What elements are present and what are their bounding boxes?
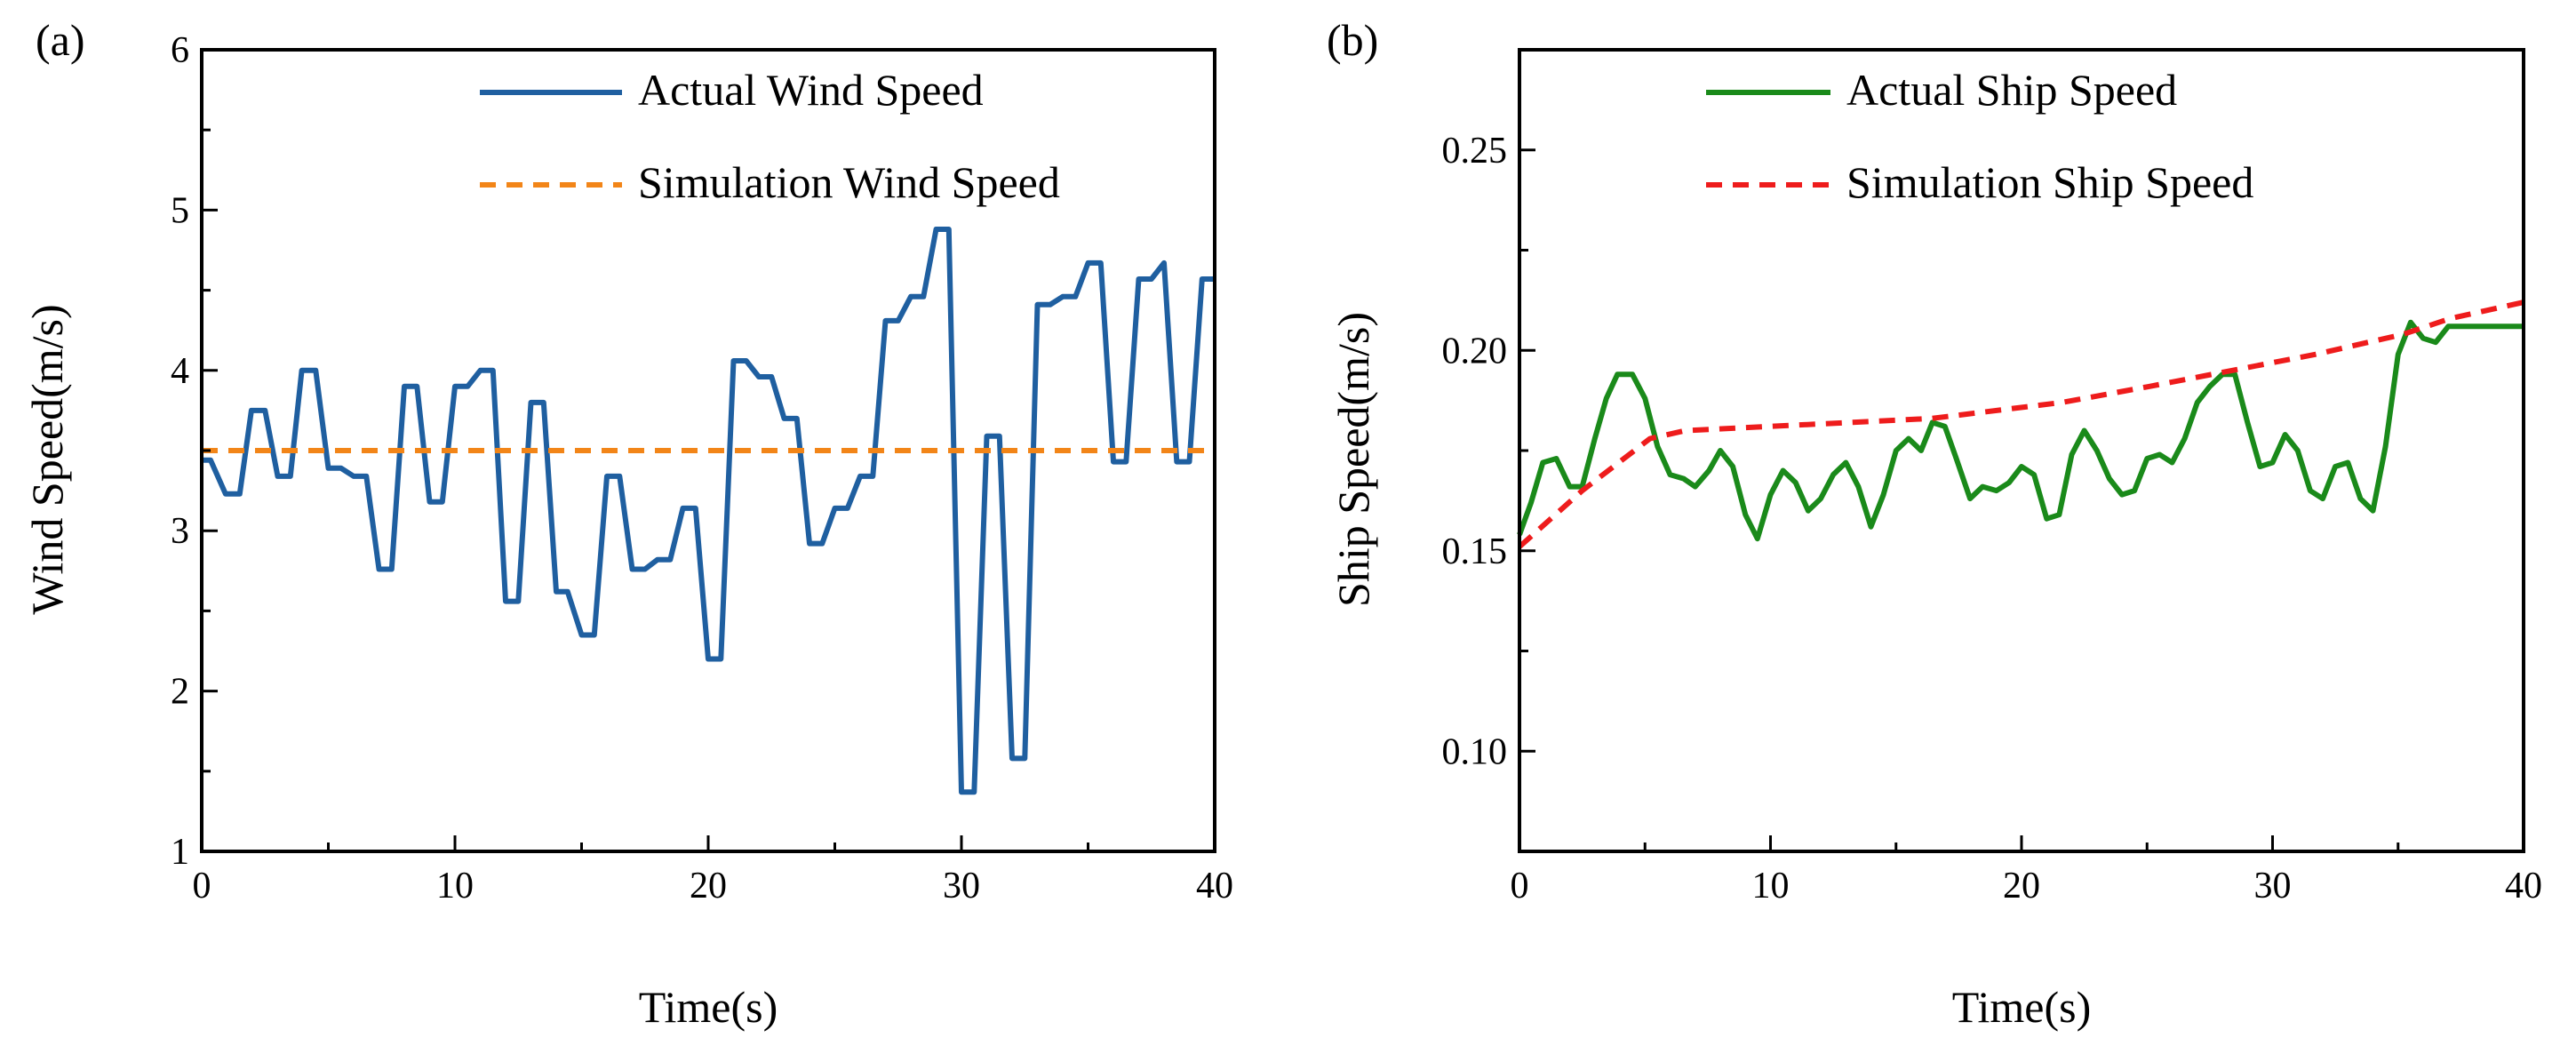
y-tick-label: 2 [171,672,189,713]
x-tick-label: 10 [436,866,474,906]
series-line-actual-wind-speed [202,227,1215,795]
panel-label: (b) [1327,15,1378,65]
series-line-actual-ship-speed [1517,319,2524,542]
y-tick-label: 6 [171,30,189,71]
legend-label: Simulation Ship Speed [1846,157,2253,207]
x-tick-label: 0 [1511,866,1529,906]
legend-label: Actual Ship Speed [1846,65,2177,115]
series-line-simulation-ship-speed [1518,299,2524,549]
x-tick-label: 0 [193,866,211,906]
x-tick-label: 20 [690,866,727,906]
x-tick-label: 10 [1752,866,1790,906]
x-tick-label: 30 [943,866,980,906]
y-tick-label: 4 [171,351,189,392]
x-tick-label: 40 [2505,866,2542,906]
y-tick-label: 0.20 [1442,331,1508,371]
legend-label: Actual Wind Speed [638,65,984,115]
x-tick-label: 40 [1196,866,1233,906]
y-axis-label: Wind Speed(m/s) [22,304,72,614]
y-tick-label: 3 [171,511,189,552]
legend: Actual Ship Speed Simulation Ship Speed [1706,65,2253,207]
y-tick-label: 0.15 [1442,531,1508,572]
chart-panel-a: 0 10 20 30 40 1 2 3 4 5 6 Time(s) Wind Speed(m/s) (a)… [22,15,1233,1032]
legend-label: Simulation Wind Speed [638,157,1060,207]
y-axis-label: Ship Speed(m/s) [1328,312,1378,607]
x-axis-label: Time(s) [1952,982,2092,1032]
chart-panel-b: 0 10 20 30 40 0.10 0.15 0.20 0.25 Time(s) Ship Spe… [1327,15,2542,1032]
legend: Actual Wind Speed Simulation Wind Speed [480,65,1060,207]
y-tick-label: 0.25 [1442,131,1508,172]
x-axis-label: Time(s) [639,982,778,1032]
x-tick-label: 30 [2254,866,2292,906]
x-tick-label: 20 [2003,866,2040,906]
panel-label: (a) [36,15,85,65]
y-tick-label: 1 [171,832,189,873]
y-tick-label: 0.10 [1442,731,1508,772]
y-tick-label: 5 [171,190,189,231]
